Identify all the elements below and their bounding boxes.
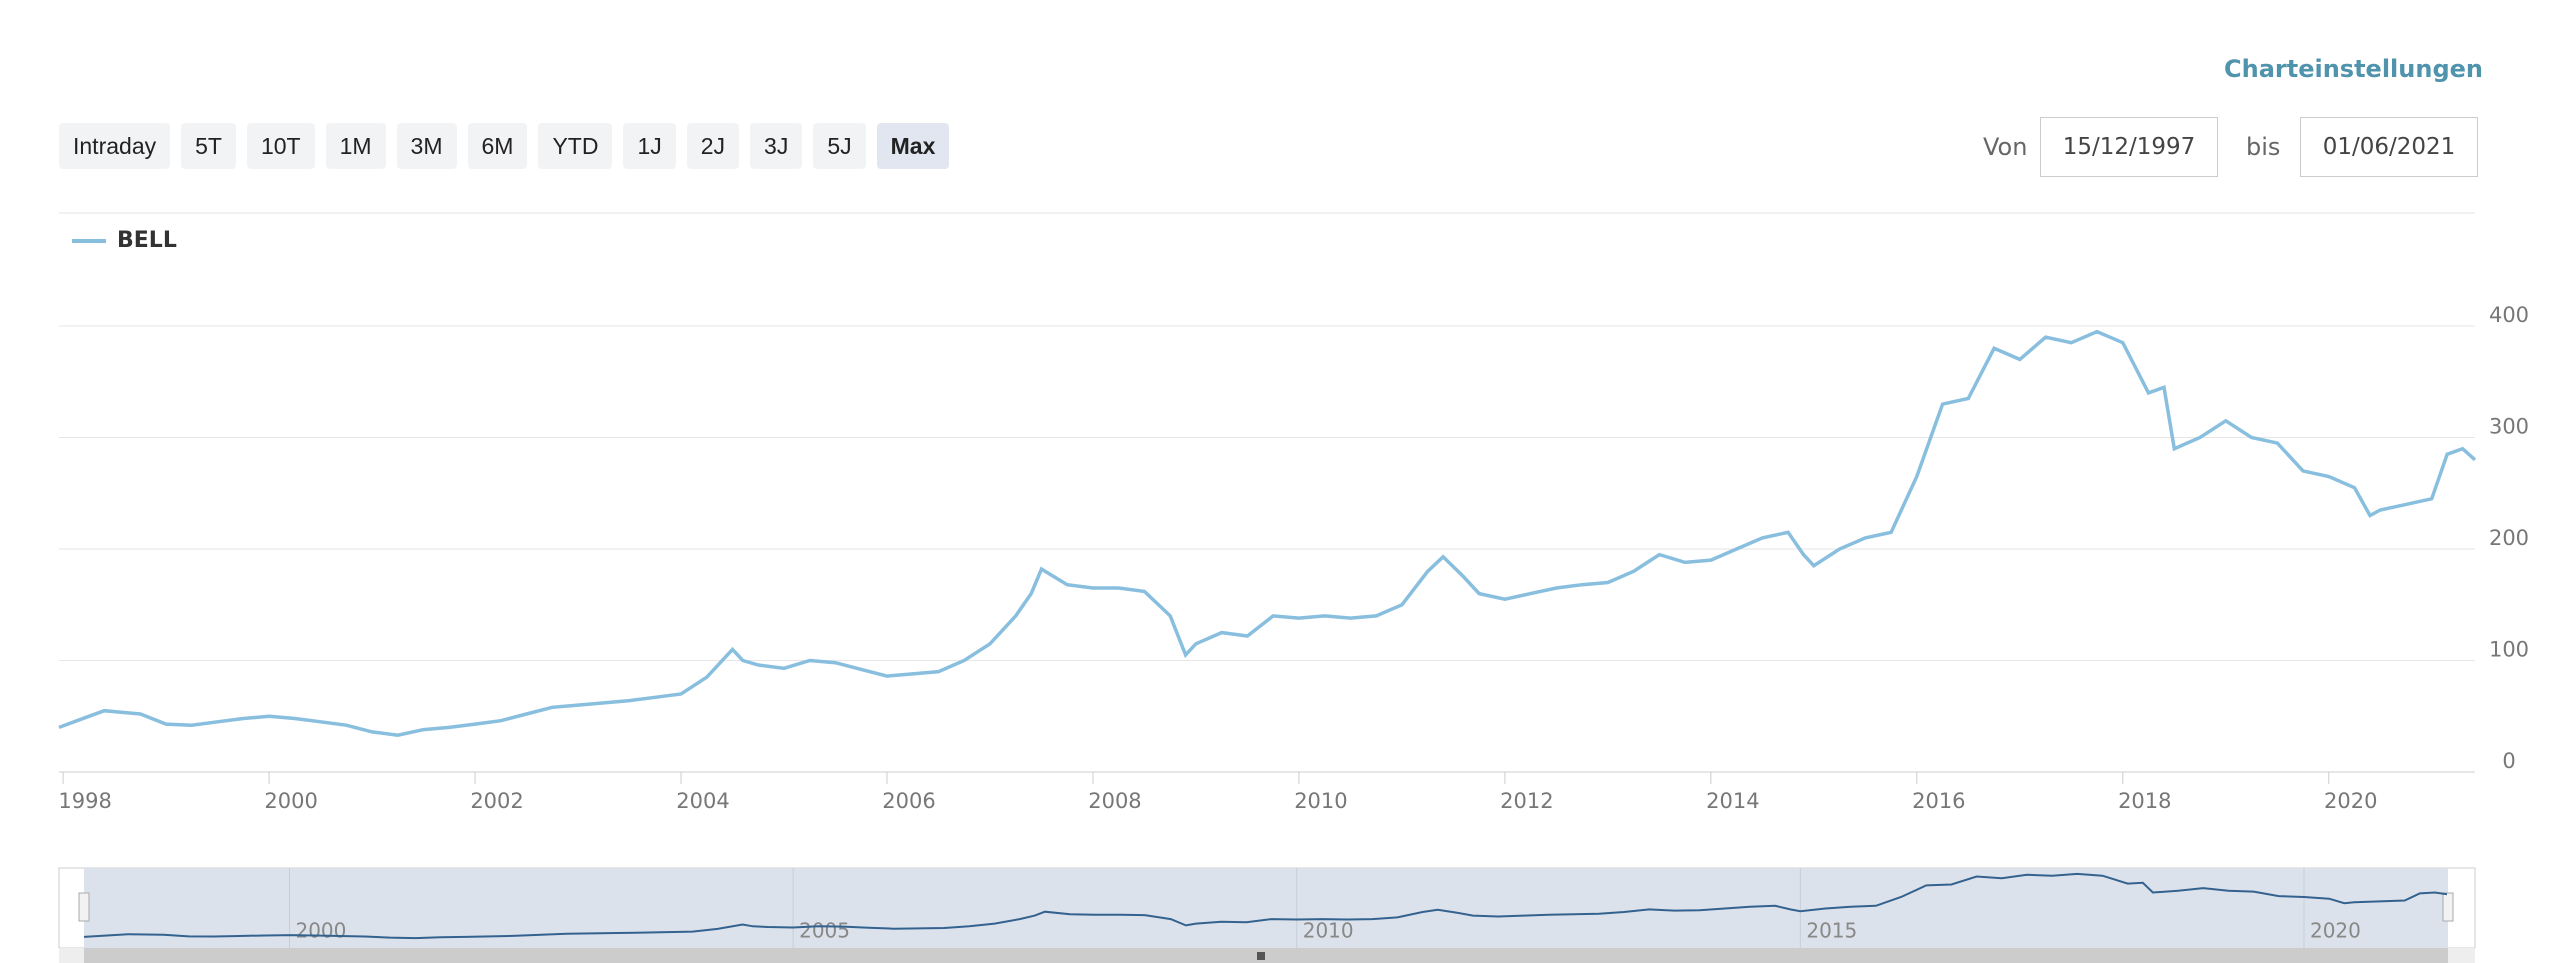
x-tick-label: 2002	[470, 789, 523, 813]
y-tick-label: 400	[2489, 303, 2529, 327]
y-tick-label: 200	[2489, 526, 2529, 550]
navigator-tick-label: 2015	[1806, 919, 1857, 943]
x-tick-label: 2016	[1912, 789, 1965, 813]
range-button[interactable]: Intraday	[59, 123, 171, 169]
x-tick-label: 2008	[1088, 789, 1141, 813]
x-tick-label: 2000	[264, 789, 317, 813]
from-date-input[interactable]: 15/12/1997	[2040, 117, 2218, 177]
range-button[interactable]: 10T	[246, 123, 315, 169]
line	[58, 329, 2477, 737]
legend-label: BELL	[117, 228, 177, 253]
scrollbar-grip	[1257, 952, 1265, 960]
navigator-tick-label: 2010	[1303, 919, 1354, 943]
range-buttons: Intraday 5T 10T 1M 3M 6M YTD 1J 2J 3J 5J Max	[59, 123, 950, 169]
range-button[interactable]: 3J	[750, 123, 803, 169]
x-tick-label: 2004	[676, 789, 729, 813]
range-button[interactable]: 3M	[396, 123, 457, 169]
navigator-tick-label: 2005	[799, 919, 850, 943]
range-button[interactable]: YTD	[538, 123, 613, 169]
x-tick-label: 2018	[2118, 789, 2171, 813]
range-button[interactable]: 1M	[325, 123, 386, 169]
chart-settings-link[interactable]: Charteinstellungen	[2224, 55, 2483, 83]
navigator-tick-label: 2020	[2310, 919, 2361, 943]
range-button[interactable]: 1J	[623, 123, 676, 169]
y-tick-label: 300	[2489, 415, 2529, 439]
navigator-handle[interactable]	[78, 892, 90, 922]
x-tick-label: 2014	[1706, 789, 1759, 813]
navigator-handle[interactable]	[2442, 892, 2454, 922]
x-tick-label: 1998	[58, 789, 111, 813]
x-tick-label: 2006	[882, 789, 935, 813]
x-tick-label: 2020	[2324, 789, 2377, 813]
navigator-tick-label: 2000	[295, 919, 346, 943]
navigator-line	[83, 872, 2448, 940]
from-label: Von	[1983, 133, 2028, 161]
range-button[interactable]: 5J	[813, 123, 866, 169]
y-tick-label: 100	[2489, 638, 2529, 662]
range-button[interactable]: Max	[876, 123, 950, 169]
x-tick-label: 2010	[1294, 789, 1347, 813]
range-button[interactable]: 6M	[467, 123, 528, 169]
range-button[interactable]: 2J	[686, 123, 740, 169]
to-date-input[interactable]: 01/06/2021	[2300, 117, 2478, 177]
scrollbar-thumb[interactable]	[84, 948, 2448, 963]
y-tick-label: 0	[2502, 749, 2515, 773]
to-label: bis	[2246, 133, 2281, 161]
navigator-selection[interactable]	[84, 868, 2448, 948]
range-button[interactable]: 5T	[181, 123, 236, 169]
x-tick-label: 2012	[1500, 789, 1553, 813]
